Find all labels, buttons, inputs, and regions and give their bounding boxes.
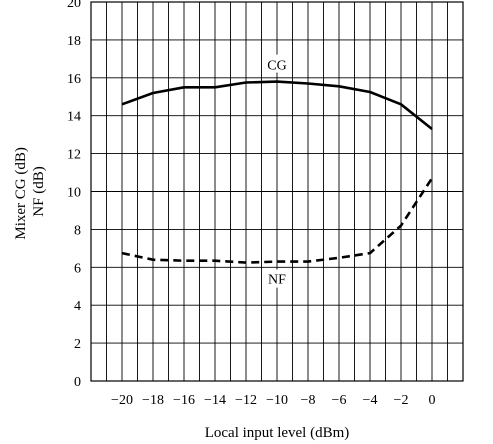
x-axis-label: Local input level (dBm) [205,425,350,441]
y-tick-label: 20 [67,0,81,11]
y-tick-label: 4 [74,299,81,314]
x-tick-label: −18 [142,393,164,408]
series-label-nf: NF [268,273,286,288]
series-line-cg [121,80,433,131]
y-axis-label-line-1: Mixer CG (dB) [13,147,29,240]
x-tick-label: −4 [363,393,378,408]
y-axis-label-line-2: NF (dB) [31,166,47,216]
y-tick-label: 0 [74,375,81,390]
y-tick-labels: 0 2 4 6 8 10 12 14 16 18 20 [67,0,81,390]
y-tick-label: 8 [74,223,81,238]
series-label-bg [262,269,292,288]
x-tick-label: −6 [332,393,347,408]
y-tick-label: 16 [67,72,81,87]
y-axis-label: Mixer CG (dB) NF (dB) [13,143,47,239]
y-tick-label: 14 [67,110,81,125]
x-tick-label: −10 [266,393,288,408]
x-tick-label: −2 [394,393,409,408]
series-label-bg [262,54,292,73]
series-line-nf [121,177,434,264]
y-tick-label: 10 [67,186,81,201]
x-tick-label: −14 [204,393,226,408]
y-tick-label: 12 [67,148,81,163]
plot-frame [90,1,464,382]
x-tick-label: −8 [301,393,316,408]
series-labels: CG NF [262,54,292,288]
series-lines [121,80,434,264]
x-tick-label: −12 [235,393,257,408]
x-tick-label: −20 [111,393,133,408]
y-tick-label: 6 [74,261,81,276]
y-tick-label: 18 [67,34,81,49]
y-tick-label: 2 [74,337,81,352]
series-label-cg: CG [267,59,286,74]
x-tick-label: −16 [173,393,195,408]
x-tick-labels: −20 −18 −16 −14 −12 −10 −8 −6 −4 −2 0 [111,393,435,408]
x-tick-label: 0 [429,393,436,408]
